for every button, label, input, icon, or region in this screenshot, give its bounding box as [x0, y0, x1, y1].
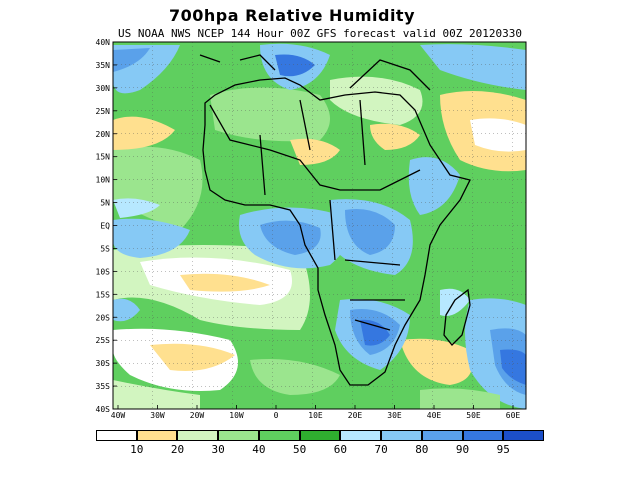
latitude-tick-label: 40N	[96, 38, 111, 47]
latitude-tick-label: 20S	[96, 313, 111, 322]
colorbar-label: 90	[455, 443, 470, 456]
latitude-tick-label: 30S	[96, 359, 111, 368]
latitude-tick-label: 15N	[96, 153, 111, 162]
longitude-tick-label: 40W	[111, 411, 126, 420]
colorbar-label: 30	[211, 443, 225, 456]
colorbar-swatch	[177, 430, 219, 441]
latitude-tick-label: 40S	[96, 405, 111, 414]
latitude-tick-label: EQ	[100, 222, 110, 231]
longitude-tick-label: 20W	[190, 411, 205, 420]
colorbar-swatch	[503, 430, 544, 441]
longitude-tick-label: 30E	[387, 411, 402, 420]
latitude-axis: 40N 35N 30N 25N 20N 15N 10N 5N EQ 5S 10S 15S 20S 25S 3…	[96, 38, 117, 414]
colorbar-swatch	[340, 430, 382, 441]
colorbar-label: 40	[252, 443, 266, 456]
latitude-tick-label: 35N	[96, 61, 111, 70]
lat-lon-grid	[113, 42, 526, 409]
latitude-tick-label: 5N	[100, 199, 110, 208]
latitude-tick-label: 25S	[96, 336, 111, 345]
longitude-tick-label: 50E	[466, 411, 481, 420]
latitude-tick-label: 25N	[96, 107, 111, 116]
longitude-tick-label: 20E	[348, 411, 363, 420]
latitude-tick-label: 10S	[96, 267, 111, 276]
colorbar-swatch	[381, 430, 422, 441]
longitude-tick-label: 10W	[229, 411, 244, 420]
longitude-tick-label: 60E	[506, 411, 521, 420]
africa-coastline	[199, 54, 471, 386]
colorbar-label: 50	[293, 443, 307, 456]
colorbar-swatch	[299, 430, 341, 441]
colorbar-label: 80	[415, 443, 429, 456]
map-title: 700hpa Relative Humidity	[169, 6, 415, 25]
humidity-field	[113, 42, 526, 409]
longitude-tick-label: 40E	[427, 411, 442, 420]
colorbar-swatch	[96, 430, 137, 441]
longitude-tick-label: 0	[274, 411, 279, 420]
colorbar-label: 70	[374, 443, 388, 456]
colorbar-swatch	[136, 430, 178, 441]
colorbar-swatch	[218, 430, 259, 441]
colorbar-label: 95	[496, 443, 510, 456]
longitude-axis: 40W 30W 20W 10W 0 10E 20E 30E 40E 50E 60E	[111, 405, 521, 420]
map-subtitle: US NOAA NWS NCEP 144 Hour 00Z GFS foreca…	[118, 27, 522, 40]
colorbar-label: 10	[130, 443, 144, 456]
latitude-tick-label: 30N	[96, 84, 111, 93]
latitude-tick-label: 5S	[100, 244, 110, 253]
colorbar-label: 20	[170, 443, 185, 456]
colorbar-swatch	[421, 430, 463, 441]
latitude-tick-label: 15S	[96, 290, 111, 299]
colorbar-label: 60	[333, 443, 347, 456]
latitude-tick-label: 35S	[96, 382, 111, 391]
colorbar-swatch	[258, 430, 300, 441]
latitude-tick-label: 10N	[96, 176, 111, 185]
colorbar-swatch	[462, 430, 504, 441]
latitude-tick-label: 20N	[96, 130, 111, 139]
longitude-tick-label: 30W	[150, 411, 165, 420]
longitude-tick-label: 10E	[308, 411, 323, 420]
